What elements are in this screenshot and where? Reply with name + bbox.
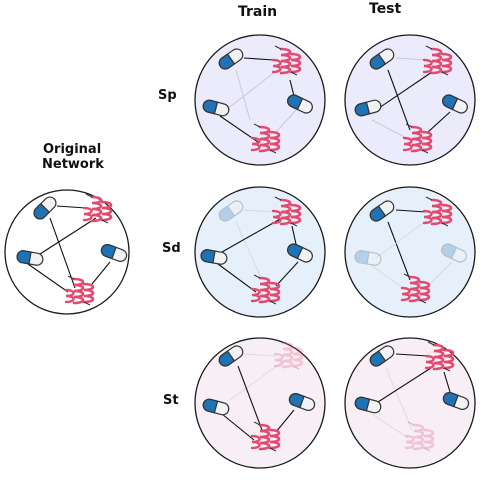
st-train-network [194, 337, 326, 469]
sd-train-network [194, 186, 326, 318]
header-test: Test [369, 1, 402, 17]
sp-train-network [194, 34, 326, 166]
original-network-circle [4, 189, 130, 315]
original-network-label-line2: Network [42, 157, 104, 172]
sp-test-network [344, 34, 476, 166]
sd-test-network [344, 186, 476, 318]
st-test-network [344, 337, 476, 469]
header-train: Train [238, 4, 278, 20]
row-label-st: St [163, 393, 179, 408]
original-network-label-line1: Original [43, 142, 102, 157]
row-label-sd: Sd [162, 241, 181, 256]
row-label-sp: Sp [158, 88, 177, 103]
